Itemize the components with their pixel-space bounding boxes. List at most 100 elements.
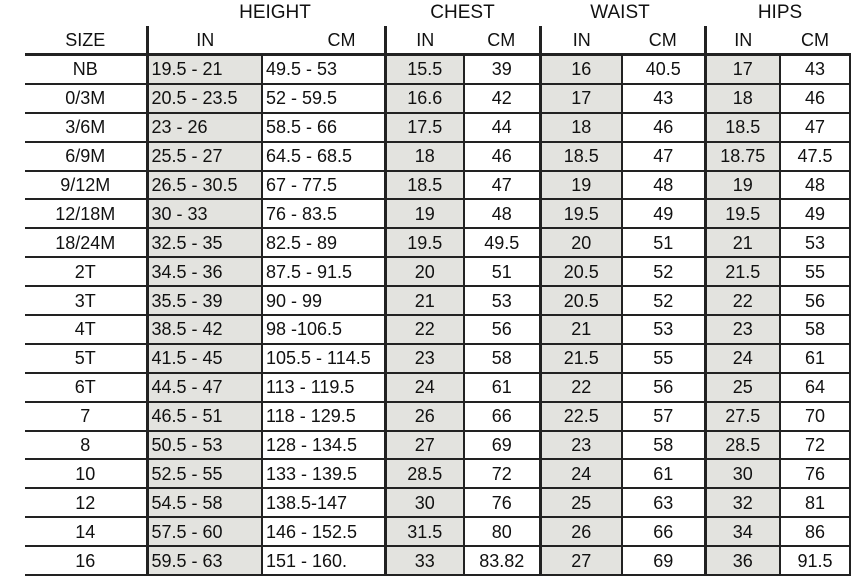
cell-height-in: 30 - 33 — [145, 199, 263, 230]
cell-chest-cm: 47 — [464, 170, 541, 201]
cell-chest-in: 18.5 — [383, 170, 465, 201]
table-row: 8 50.5 - 53 128 - 134.5 27 69 23 58 28.5 72 — [25, 430, 851, 461]
cell-waist-in: 20 — [538, 228, 623, 259]
cell-hips-in: 34 — [703, 517, 781, 548]
cell-height-cm: 90 - 99 — [262, 286, 386, 317]
cell-waist-cm: 61 — [622, 459, 706, 490]
cell-size: 12 — [25, 488, 147, 519]
cell-chest-cm: 48 — [464, 199, 541, 230]
cell-height-in: 20.5 - 23.5 — [145, 83, 263, 114]
cell-hips-cm: 81 — [780, 488, 851, 519]
cell-hips-in: 18 — [703, 83, 781, 114]
cell-height-in: 57.5 - 60 — [145, 517, 263, 548]
cell-chest-cm: 53 — [464, 286, 541, 317]
cell-height-in: 34.5 - 36 — [145, 257, 263, 288]
cell-hips-cm: 86 — [780, 517, 851, 548]
table-row: 7 46.5 - 51 118 - 129.5 26 66 22.5 57 27.5 70 — [25, 401, 851, 432]
cell-hips-in: 27.5 — [703, 401, 781, 432]
cell-chest-in: 19 — [383, 199, 465, 230]
cell-hips-cm: 46 — [780, 83, 851, 114]
cell-hips-cm: 48 — [780, 170, 851, 201]
cell-hips-cm: 43 — [780, 54, 851, 85]
cell-height-cm: 133 - 139.5 — [262, 459, 386, 490]
cell-size: 4T — [25, 315, 147, 345]
header-hips-cm: CM — [780, 26, 850, 56]
cell-height-cm: 98 -106.5 — [262, 315, 386, 345]
cell-hips-in: 17 — [703, 54, 781, 85]
cell-waist-in: 18 — [538, 112, 623, 143]
cell-waist-cm: 56 — [622, 372, 706, 403]
cell-waist-cm: 52 — [622, 257, 706, 288]
table-row: NB 19.5 - 21 49.5 - 53 15.5 39 16 40.5 17 43 — [25, 54, 851, 85]
table-row: 12/18M 30 - 33 76 - 83.5 19 48 19.5 49 19.5 49 — [25, 199, 851, 230]
cell-waist-cm: 53 — [622, 315, 706, 345]
cell-chest-cm: 80 — [464, 517, 541, 548]
header-waist-cm: CM — [622, 26, 705, 56]
cell-height-cm: 113 - 119.5 — [262, 372, 386, 403]
cell-size: 14 — [25, 517, 147, 548]
header-hips-in: IN — [703, 26, 780, 56]
table-row: 9/12M 26.5 - 30.5 67 - 77.5 18.5 47 19 48 19 48 — [25, 170, 851, 201]
cell-waist-cm: 47 — [622, 141, 706, 172]
group-chest: CHEST — [430, 2, 495, 23]
cell-height-cm: 128 - 134.5 — [262, 430, 386, 461]
cell-height-cm: 67 - 77.5 — [262, 170, 386, 201]
group-hips: HIPS — [757, 2, 803, 23]
cell-hips-in: 21 — [703, 228, 781, 259]
cell-hips-cm: 64 — [780, 372, 851, 403]
cell-waist-cm: 57 — [622, 401, 706, 432]
cell-chest-in: 19.5 — [383, 228, 465, 259]
header-size: SIZE — [25, 26, 147, 56]
header-waist-in: IN — [538, 26, 622, 56]
cell-height-cm: 138.5-147 — [262, 488, 386, 519]
cell-chest-in: 30 — [383, 488, 465, 519]
cell-waist-cm: 69 — [622, 546, 706, 576]
cell-hips-cm: 53 — [780, 228, 851, 259]
cell-chest-cm: 83.82 — [464, 546, 541, 576]
cell-height-cm: 118 - 129.5 — [262, 401, 386, 432]
cell-hips-in: 23 — [703, 315, 781, 345]
cell-hips-in: 21.5 — [703, 257, 781, 288]
size-chart: HEIGHT CHEST WAIST HIPS SIZE IN CM IN CM… — [25, 2, 851, 576]
cell-waist-in: 24 — [538, 459, 623, 490]
cell-hips-cm: 72 — [780, 430, 851, 461]
cell-hips-in: 19.5 — [703, 199, 781, 230]
table-row: 6/9M 25.5 - 27 64.5 - 68.5 18 46 18.5 47 18.75 4… — [25, 141, 851, 172]
cell-hips-in: 22 — [703, 286, 781, 317]
cell-height-in: 19.5 - 21 — [145, 54, 263, 85]
table-row: 3/6M 23 - 26 58.5 - 66 17.5 44 18 46 18.5 47 — [25, 112, 851, 143]
cell-chest-in: 22 — [383, 315, 465, 345]
cell-waist-in: 21 — [538, 315, 623, 345]
cell-waist-cm: 48 — [622, 170, 706, 201]
cell-waist-in: 17 — [538, 83, 623, 114]
cell-waist-in: 18.5 — [538, 141, 623, 172]
cell-chest-in: 33 — [383, 546, 465, 576]
cell-chest-in: 23 — [383, 343, 465, 374]
cell-height-cm: 64.5 - 68.5 — [262, 141, 386, 172]
cell-size: 5T — [25, 343, 147, 374]
cell-size: 7 — [25, 401, 147, 432]
cell-hips-in: 32 — [703, 488, 781, 519]
cell-size: 12/18M — [25, 199, 147, 230]
cell-height-cm: 82.5 - 89 — [262, 228, 386, 259]
cell-chest-cm: 69 — [464, 430, 541, 461]
cell-height-in: 26.5 - 30.5 — [145, 170, 263, 201]
table-row: 2T 34.5 - 36 87.5 - 91.5 20 51 20.5 52 21.5 55 — [25, 257, 851, 288]
cell-waist-in: 22 — [538, 372, 623, 403]
cell-height-cm: 105.5 - 114.5 — [262, 343, 386, 374]
cell-height-in: 50.5 - 53 — [145, 430, 263, 461]
cell-height-in: 44.5 - 47 — [145, 372, 263, 403]
cell-chest-cm: 49.5 — [464, 228, 541, 259]
cell-height-cm: 76 - 83.5 — [262, 199, 386, 230]
cell-height-in: 54.5 - 58 — [145, 488, 263, 519]
cell-size: 0/3M — [25, 83, 147, 114]
cell-waist-in: 20.5 — [538, 257, 623, 288]
cell-waist-in: 27 — [538, 546, 623, 576]
cell-waist-in: 19 — [538, 170, 623, 201]
cell-chest-cm: 72 — [464, 459, 541, 490]
cell-waist-cm: 49 — [622, 199, 706, 230]
cell-chest-in: 24 — [383, 372, 465, 403]
cell-waist-in: 20.5 — [538, 286, 623, 317]
cell-hips-cm: 56 — [780, 286, 851, 317]
cell-chest-cm: 51 — [464, 257, 541, 288]
